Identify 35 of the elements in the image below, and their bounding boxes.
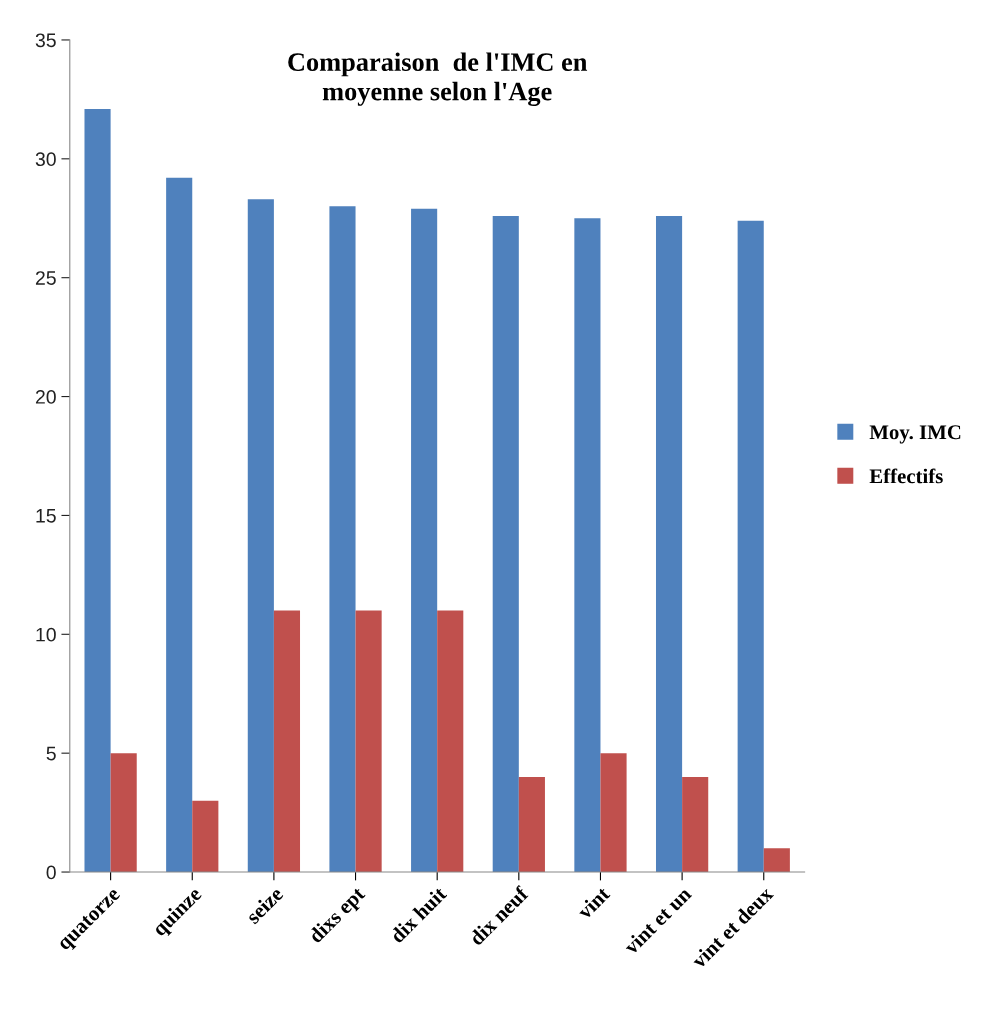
bar bbox=[110, 753, 137, 873]
bar bbox=[329, 206, 356, 873]
bar bbox=[247, 199, 274, 873]
bar bbox=[682, 776, 709, 873]
y-tick-label: 35 bbox=[35, 33, 56, 48]
x-tick-label: vint et deux bbox=[693, 888, 774, 970]
bar bbox=[437, 610, 464, 873]
y-tick-label: 5 bbox=[46, 746, 56, 761]
y-tick-label: 0 bbox=[46, 865, 56, 880]
bar bbox=[600, 753, 627, 873]
x-tick-label: vint et un bbox=[622, 885, 693, 956]
y-tick-label: 30 bbox=[35, 152, 56, 167]
bar bbox=[411, 208, 438, 873]
bar bbox=[763, 848, 790, 873]
bar bbox=[273, 610, 301, 873]
bar bbox=[84, 108, 111, 873]
bar bbox=[574, 218, 601, 873]
x-tick-label: dixs ept bbox=[307, 885, 369, 947]
bar bbox=[737, 220, 764, 873]
x-tick-label: vint bbox=[575, 885, 611, 921]
y-tick-label: 15 bbox=[36, 509, 56, 523]
x-tick-label: dix huit bbox=[389, 885, 448, 944]
bar bbox=[655, 215, 683, 873]
bar bbox=[518, 776, 545, 873]
bar bbox=[166, 177, 193, 873]
y-tick-label: 10 bbox=[36, 627, 56, 642]
y-tick-label: 25 bbox=[35, 271, 56, 285]
y-tick-label: 20 bbox=[35, 390, 56, 404]
bar bbox=[492, 215, 519, 873]
legend-label: Effectifs bbox=[869, 468, 943, 484]
text: Comparaison de l'IMC en moyenne selon l'Age bbox=[288, 52, 588, 106]
x-tick-label: seize bbox=[244, 885, 284, 925]
bar bbox=[355, 610, 382, 873]
bar bbox=[192, 800, 219, 873]
legend-label: Moy. IMC bbox=[869, 425, 961, 444]
